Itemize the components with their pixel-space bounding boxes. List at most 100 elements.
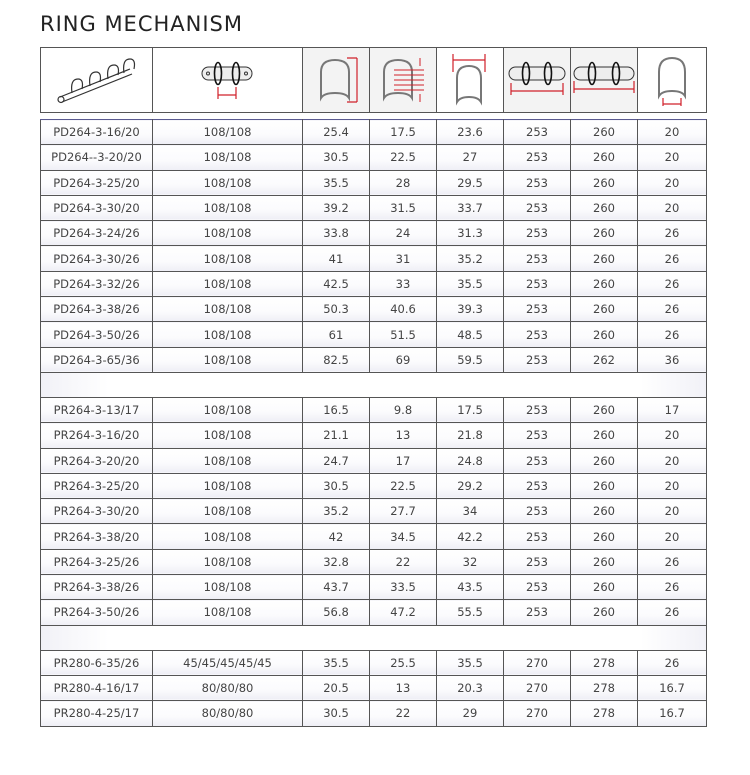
spec-cell: 21.1 [302, 422, 370, 449]
spec-cell: 39.3 [436, 296, 504, 323]
model-cell: PR280-4-16/17 [40, 674, 153, 702]
model-cell: PR264-3-25/26 [40, 548, 153, 576]
spec-cell: 61 [302, 321, 370, 348]
spec-cell: 260 [570, 472, 638, 500]
spec-cell: 108/108 [152, 169, 303, 196]
spec-cell: 32 [436, 548, 504, 576]
spec-cell: 108/108 [152, 548, 303, 576]
table-row: PR280-4-16/17 80/80/80 20.5 13 20.3 270 278 16.… [40, 674, 707, 702]
spec-cell: 253 [503, 194, 571, 222]
ring-pitch-icon [152, 47, 303, 113]
spec-cell: 22.5 [369, 144, 437, 171]
spec-cell: 23.6 [436, 118, 504, 146]
model-cell: PR264-3-25/20 [40, 472, 153, 500]
spec-cell: 20 [637, 194, 707, 222]
spec-cell: 42.2 [436, 523, 504, 550]
spec-cell: 80/80/80 [152, 700, 303, 727]
spec-cell: 108/108 [152, 447, 303, 474]
spec-cell: 253 [503, 220, 571, 247]
spec-cell: 42.5 [302, 270, 370, 298]
spec-cell: 26 [637, 296, 707, 323]
model-cell: PD264-3-24/26 [40, 220, 153, 247]
spec-cell: 270 [503, 674, 571, 702]
spec-cell: 26 [637, 220, 707, 247]
spec-cell: 270 [503, 649, 571, 676]
spec-cell: 253 [503, 169, 571, 196]
spec-cell: 253 [503, 574, 571, 601]
spec-cell: 260 [570, 169, 638, 196]
page-title: RING MECHANISM [40, 12, 243, 36]
specs-table: PD264-3-16/20 108/108 25.4 17.5 23.6 253 260 20… [40, 118, 707, 727]
spec-cell: 17.5 [369, 118, 437, 146]
spec-cell: 253 [503, 346, 571, 373]
model-cell: PD264-3-38/26 [40, 296, 153, 323]
spec-cell: 22 [369, 548, 437, 576]
spec-cell: 33.5 [369, 574, 437, 601]
spec-cell: 108/108 [152, 270, 303, 298]
spec-cell: 108/108 [152, 574, 303, 601]
model-cell: PR280-4-25/17 [40, 700, 153, 727]
spec-cell: 13 [369, 422, 437, 449]
spec-cell: 108/108 [152, 498, 303, 525]
spec-cell: 270 [503, 700, 571, 727]
spec-cell: 260 [570, 548, 638, 576]
spec-cell: 50.3 [302, 296, 370, 323]
spec-cell: 17.5 [436, 396, 504, 424]
ring-mechanism-illustration-icon [40, 47, 153, 113]
spec-cell: 253 [503, 270, 571, 298]
spec-cell: 260 [570, 498, 638, 525]
model-cell: PD264-3-65/36 [40, 346, 153, 373]
model-cell: PD264-3-16/20 [40, 118, 153, 146]
spec-cell: 108/108 [152, 472, 303, 500]
spec-cell: 260 [570, 220, 638, 247]
spec-cell: 69 [369, 346, 437, 373]
spec-cell: 32.8 [302, 548, 370, 576]
table-row: PR280-6-35/26 45/45/45/45/45 35.5 25.5 35.5 2… [40, 649, 707, 676]
spec-cell: 31.3 [436, 220, 504, 247]
spec-cell: 278 [570, 674, 638, 702]
spec-cell: 35.2 [302, 498, 370, 525]
spec-cell: 253 [503, 599, 571, 626]
table-row: PR264-3-16/20 108/108 21.1 13 21.8 253 260 20 [40, 422, 707, 449]
spec-cell: 25.4 [302, 118, 370, 146]
spec-cell: 30.5 [302, 700, 370, 727]
spec-cell: 29.2 [436, 472, 504, 500]
spec-cell: 20 [637, 169, 707, 196]
separator-cell [40, 624, 707, 651]
spec-cell: 253 [503, 498, 571, 525]
spec-cell: 29.5 [436, 169, 504, 196]
spec-cell: 20 [637, 472, 707, 500]
spec-cell: 253 [503, 548, 571, 576]
spec-cell: 43.7 [302, 574, 370, 601]
table-row: PR264-3-38/20 108/108 42 34.5 42.2 253 260 20 [40, 523, 707, 550]
spec-cell: 253 [503, 245, 571, 272]
spec-cell: 253 [503, 296, 571, 323]
ring-height-icon [302, 47, 370, 113]
spec-cell: 39.2 [302, 194, 370, 222]
spec-cell: 260 [570, 599, 638, 626]
table-row: PD264-3-16/20 108/108 25.4 17.5 23.6 253 260 20 [40, 118, 707, 146]
overall-length-icon [570, 47, 638, 113]
table-row: PD264-3-65/36 108/108 82.5 69 59.5 253 262 36 [40, 346, 707, 373]
spec-cell: 48.5 [436, 321, 504, 348]
spec-cell: 262 [570, 346, 638, 373]
table-row: PD264--3-20/20 108/108 30.5 22.5 27 253 260 20 [40, 144, 707, 171]
model-cell: PR280-6-35/26 [40, 649, 153, 676]
header-illustrations [40, 47, 707, 113]
spec-cell: 43.5 [436, 574, 504, 601]
spec-cell: 24 [369, 220, 437, 247]
spec-cell: 108/108 [152, 245, 303, 272]
spec-cell: 9.8 [369, 396, 437, 424]
spec-cell: 253 [503, 447, 571, 474]
spec-cell: 253 [503, 523, 571, 550]
model-cell: PD264-3-32/26 [40, 270, 153, 298]
spec-cell: 33 [369, 270, 437, 298]
spec-cell: 20 [637, 447, 707, 474]
spec-cell: 22.5 [369, 472, 437, 500]
spec-cell: 28 [369, 169, 437, 196]
spec-cell: 35.5 [436, 649, 504, 676]
spec-cell: 20 [637, 498, 707, 525]
spec-cell: 17 [637, 396, 707, 424]
model-cell: PD264-3-50/26 [40, 321, 153, 348]
spec-cell: 59.5 [436, 346, 504, 373]
